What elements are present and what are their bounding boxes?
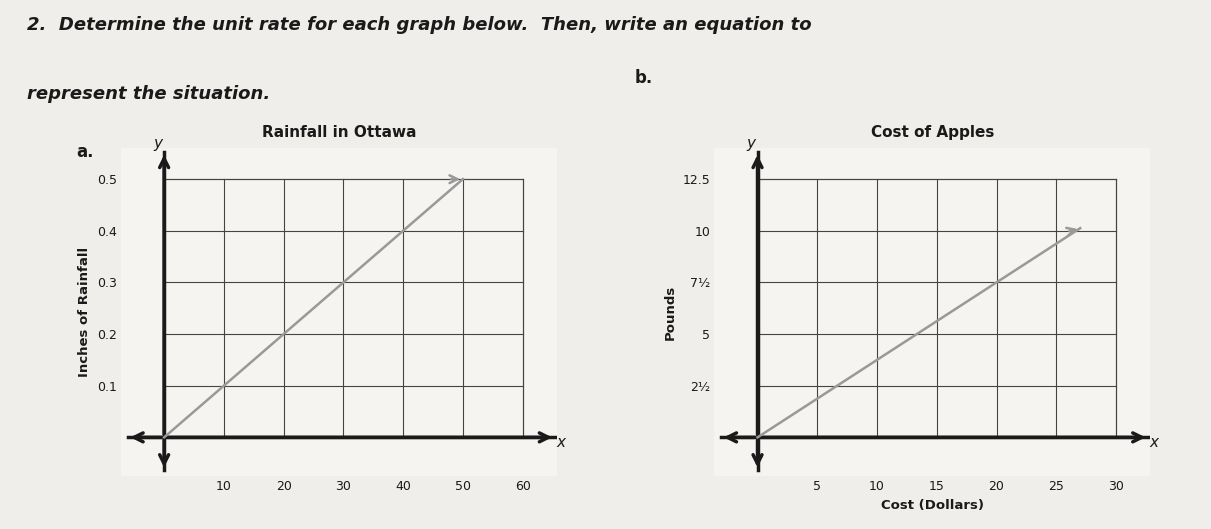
Y-axis label: Inches of Rainfall: Inches of Rainfall xyxy=(79,247,91,377)
Text: a.: a. xyxy=(76,143,93,161)
Text: b.: b. xyxy=(635,69,653,87)
Title: Cost of Apples: Cost of Apples xyxy=(871,125,994,140)
Text: x: x xyxy=(1149,434,1159,450)
Text: y: y xyxy=(746,136,756,151)
Text: 2.  Determine the unit rate for each graph below.  Then, write an equation to: 2. Determine the unit rate for each grap… xyxy=(27,16,811,34)
Y-axis label: Pounds: Pounds xyxy=(664,285,677,340)
Text: x: x xyxy=(556,434,566,450)
X-axis label: Cost (Dollars): Cost (Dollars) xyxy=(880,499,985,512)
Text: represent the situation.: represent the situation. xyxy=(27,85,270,103)
Text: y: y xyxy=(153,136,162,151)
Title: Rainfall in Ottawa: Rainfall in Ottawa xyxy=(262,125,417,140)
